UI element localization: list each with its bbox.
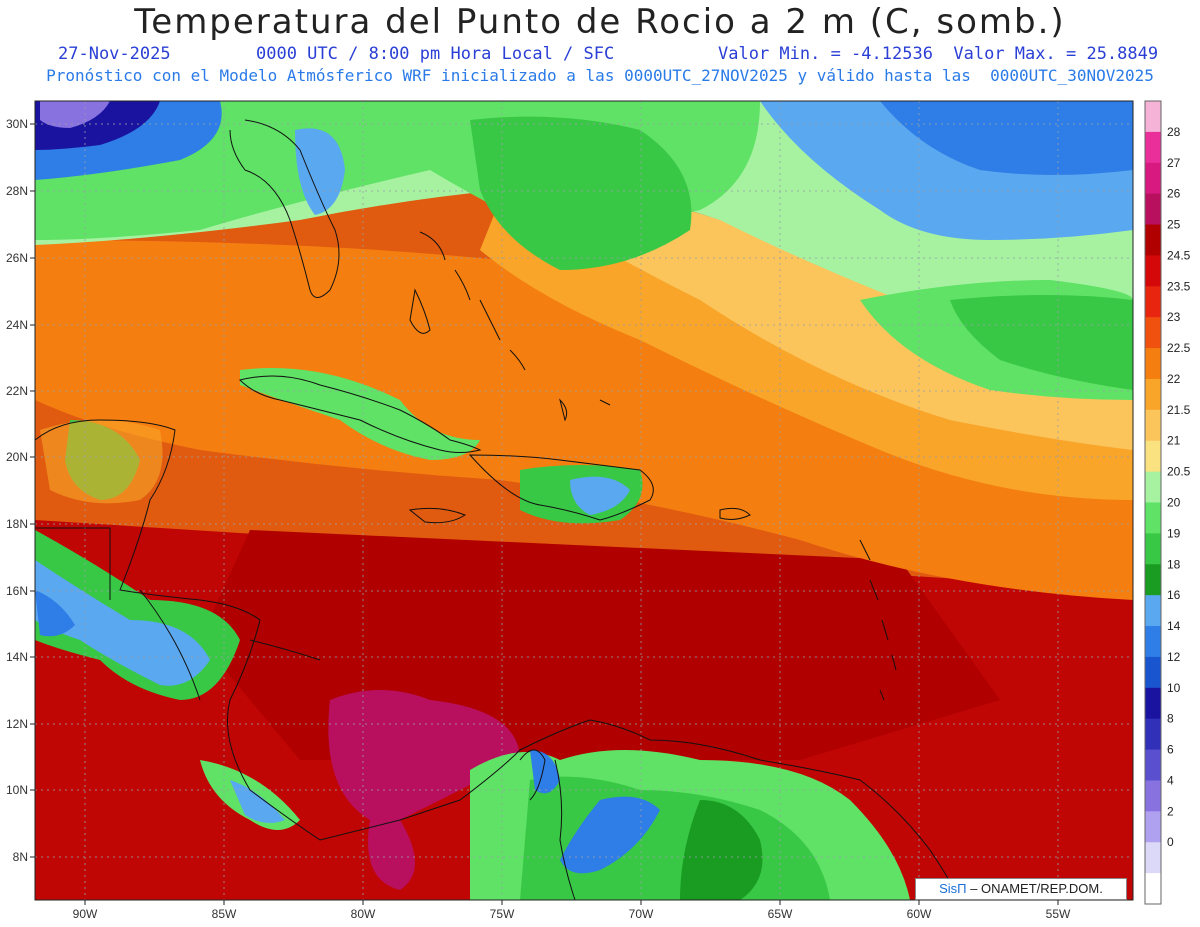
colorbar-swatch (1145, 533, 1161, 565)
colorbar-swatch (1145, 317, 1161, 349)
sispi-logo: SisΠ (939, 881, 967, 896)
colorbar-label: 23 (1167, 310, 1181, 324)
colorbar-swatch (1145, 224, 1161, 256)
colorbar-label: 21.5 (1167, 403, 1191, 417)
lon-label: 70W (629, 907, 654, 921)
lat-label: 10N (6, 783, 28, 797)
colorbar-label: 4 (1167, 773, 1174, 787)
lat-label: 8N (13, 850, 28, 864)
colorbar-swatch (1145, 656, 1161, 689)
colorbar-label: 27 (1167, 156, 1181, 170)
credit-text: – ONAMET/REP.DOM. (966, 881, 1103, 896)
forecast-info: Pronóstico con el Modelo Atmósferico WRF… (46, 66, 1154, 85)
latitude-labels: 30N 28N 26N 24N 22N 20N 18N 16N 14N 12N … (6, 117, 28, 864)
lon-label: 75W (490, 907, 515, 921)
colorbar-label: 12 (1167, 650, 1181, 664)
colorbar-swatch (1145, 471, 1161, 503)
colorbar-label: 26 (1167, 187, 1181, 201)
colorbar-label: 20 (1167, 496, 1181, 510)
colorbar-label: 6 (1167, 743, 1174, 757)
colorbar-label: 25 (1167, 218, 1181, 232)
colorbar-label: 14 (1167, 619, 1181, 633)
colorbar-swatch (1145, 286, 1161, 318)
lat-label: 12N (6, 717, 28, 731)
colorbar-swatch (1145, 595, 1161, 627)
colorbar-label: 16 (1167, 588, 1181, 602)
colorbar-label: 10 (1167, 681, 1181, 695)
lon-label: 55W (1046, 907, 1071, 921)
colorbar-frame (1144, 100, 1162, 905)
colorbar-swatch (1145, 842, 1161, 874)
lon-label: 85W (212, 907, 237, 921)
map-title: Temperatura del Punto de Rocio a 2 m (C,… (134, 2, 1066, 42)
lat-label: 14N (6, 650, 28, 664)
colorbar-swatch (1145, 873, 1161, 905)
colorbar-swatch (1145, 440, 1161, 473)
colorbar-swatch (1145, 502, 1161, 534)
colorbar-swatch (1145, 687, 1161, 720)
colorbar-swatch (1145, 564, 1161, 596)
lat-label: 26N (6, 251, 28, 265)
colorbar-label: 22 (1167, 372, 1181, 386)
colorbar-label: 8 (1167, 712, 1174, 726)
colorbar-label: 18 (1167, 557, 1181, 571)
lat-label: 22N (6, 384, 28, 398)
credit-box: SisΠ – ONAMET/REP.DOM. (915, 878, 1127, 900)
colorbar-label: 0 (1167, 835, 1174, 849)
colorbar-label: 19 (1167, 526, 1181, 540)
lon-label: 65W (768, 907, 793, 921)
colorbar-swatch (1145, 409, 1161, 442)
colorbar-swatch (1145, 378, 1161, 411)
colorbar-label: 21 (1167, 434, 1181, 448)
colorbar-label: 22.5 (1167, 341, 1191, 355)
colorbar-label: 23.5 (1167, 279, 1191, 293)
lon-label: 90W (73, 907, 98, 921)
min-max-values: Valor Min. = -4.12536 Valor Max. = 25.88… (718, 44, 1159, 64)
lat-label: 24N (6, 318, 28, 332)
lat-label: 16N (6, 584, 28, 598)
colorbar-swatch (1145, 749, 1161, 781)
colorbar-swatch (1145, 193, 1161, 226)
longitude-labels: 90W 85W 80W 75W 70W 65W 60W 55W (73, 907, 1071, 921)
lat-label: 28N (6, 184, 28, 198)
lat-label: 18N (6, 517, 28, 531)
colorbar-label: 2 (1167, 804, 1174, 818)
lat-label: 20N (6, 450, 28, 464)
colorbar-swatch (1145, 811, 1161, 843)
colorbar-label: 28 (1167, 125, 1181, 139)
colorbar-swatch (1145, 131, 1161, 164)
colorbar-swatch (1145, 718, 1161, 751)
colorbar-swatch (1145, 348, 1161, 380)
color-scale: 2827262524.523.52322.52221.52120.5201918… (1144, 100, 1191, 905)
valid-time: 0000 UTC / 8:00 pm Hora Local / SFC (256, 44, 615, 64)
valid-date: 27-Nov-2025 (58, 44, 171, 64)
colorbar-swatch (1145, 780, 1161, 812)
colorbar-swatch (1145, 162, 1161, 195)
lat-label: 30N (6, 117, 28, 131)
colorbar-label: 20.5 (1167, 465, 1191, 479)
dewpoint-field (35, 101, 1133, 900)
colorbar-swatch (1145, 255, 1161, 287)
colorbar-swatch (1145, 101, 1161, 133)
plot-frame (34, 100, 1134, 901)
colorbar-label: 24.5 (1167, 248, 1191, 262)
lon-label: 80W (351, 907, 376, 921)
colorbar-swatch (1145, 626, 1161, 658)
lon-label: 60W (907, 907, 932, 921)
